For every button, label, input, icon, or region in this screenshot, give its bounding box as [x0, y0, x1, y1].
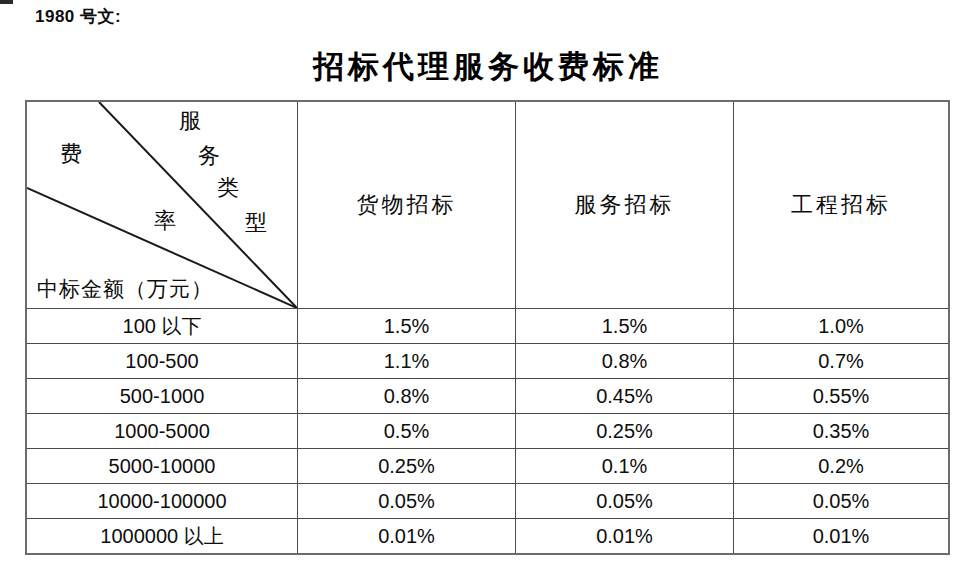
table-row: 100-500 1.1% 0.8% 0.7% — [27, 343, 948, 378]
goods-rate-cell: 0.05% — [297, 484, 515, 518]
goods-rate-cell: 0.25% — [297, 449, 515, 483]
service-rate-cell: 1.5% — [515, 309, 733, 343]
engineering-rate-cell: 0.7% — [733, 344, 948, 378]
engineering-rate-cell: 0.35% — [733, 414, 948, 448]
goods-rate-cell: 1.1% — [297, 344, 515, 378]
service-rate-cell: 0.8% — [515, 344, 733, 378]
engineering-rate-cell: 0.05% — [733, 484, 948, 518]
table-row: 500-1000 0.8% 0.45% 0.55% — [27, 378, 948, 413]
column-header-service-bidding: 服务招标 — [515, 102, 733, 308]
goods-rate-cell: 0.5% — [297, 414, 515, 448]
diagonal-label-bid-amount: 中标金额（万元） — [37, 275, 213, 303]
goods-rate-cell: 0.8% — [297, 379, 515, 413]
amount-range-cell: 100-500 — [27, 344, 297, 378]
engineering-rate-cell: 0.01% — [733, 519, 948, 553]
page-title: 招标代理服务收费标准 — [0, 46, 976, 88]
table-row: 1000000 以上 0.01% 0.01% 0.01% — [27, 518, 948, 553]
diagonal-label-service-type-char: 服 — [179, 110, 201, 132]
service-rate-cell: 0.05% — [515, 484, 733, 518]
amount-range-cell: 1000000 以上 — [27, 519, 297, 553]
diagonal-label-fee-rate-char: 费 — [60, 143, 82, 165]
table-row: 100 以下 1.5% 1.5% 1.0% — [27, 308, 948, 343]
table-row: 10000-100000 0.05% 0.05% 0.05% — [27, 483, 948, 518]
diagonal-header-cell: 服 务 类 型 费 率 中标金额（万元） — [27, 102, 297, 308]
service-rate-cell: 0.45% — [515, 379, 733, 413]
document-page: 1980 号文: 招标代理服务收费标准 服 务 类 型 费 率 中标金额（万元）… — [0, 0, 976, 581]
diagonal-label-fee-rate-char: 率 — [154, 210, 176, 232]
amount-range-cell: 5000-10000 — [27, 449, 297, 483]
goods-rate-cell: 1.5% — [297, 309, 515, 343]
column-header-goods-bidding: 货物招标 — [297, 102, 515, 308]
engineering-rate-cell: 1.0% — [733, 309, 948, 343]
document-reference: 1980 号文: — [35, 5, 121, 28]
engineering-rate-cell: 0.55% — [733, 379, 948, 413]
amount-range-cell: 500-1000 — [27, 379, 297, 413]
column-header-engineering-bidding: 工程招标 — [733, 102, 948, 308]
diagonal-label-service-type-char: 类 — [217, 177, 239, 199]
amount-range-cell: 10000-100000 — [27, 484, 297, 518]
amount-range-cell: 1000-5000 — [27, 414, 297, 448]
fee-standard-table: 服 务 类 型 费 率 中标金额（万元） 货物招标 服务招标 工程招标 100 … — [25, 100, 950, 555]
diagonal-label-service-type-char: 务 — [198, 145, 220, 167]
table-row: 1000-5000 0.5% 0.25% 0.35% — [27, 413, 948, 448]
service-rate-cell: 0.01% — [515, 519, 733, 553]
goods-rate-cell: 0.01% — [297, 519, 515, 553]
table-row: 5000-10000 0.25% 0.1% 0.2% — [27, 448, 948, 483]
amount-range-cell: 100 以下 — [27, 309, 297, 343]
service-rate-cell: 0.1% — [515, 449, 733, 483]
diagonal-label-service-type-char: 型 — [245, 212, 267, 234]
service-rate-cell: 0.25% — [515, 414, 733, 448]
page-corner-artifact — [0, 0, 13, 4]
engineering-rate-cell: 0.2% — [733, 449, 948, 483]
table-header-row: 服 务 类 型 费 率 中标金额（万元） 货物招标 服务招标 工程招标 — [27, 102, 948, 308]
